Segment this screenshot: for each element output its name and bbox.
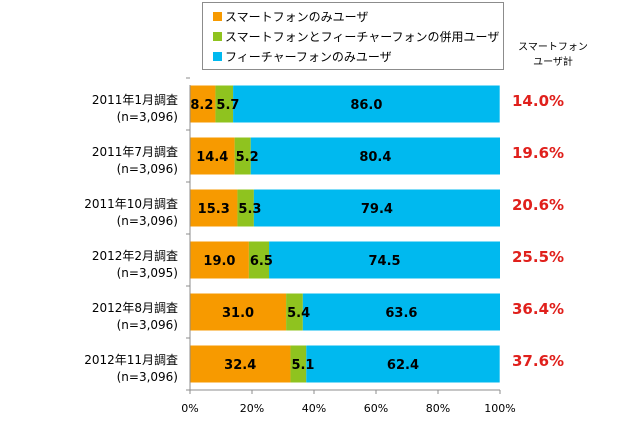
data-label-smartphone-only: 14.4 (196, 150, 228, 165)
legend-item-smartphone-only: スマートフォンのみユーザ (213, 7, 368, 25)
data-label-feature-phone-only: 79.4 (361, 202, 393, 217)
data-label-feature-phone-only: 63.6 (385, 306, 417, 321)
data-label-dual-users: 5.3 (238, 202, 261, 217)
x-tick-label: 40% (302, 402, 326, 415)
x-tick-label: 20% (240, 402, 264, 415)
bar-smartphone-only (190, 137, 235, 175)
bar-feature-phone-only (253, 189, 500, 227)
data-label-dual-users: 5.2 (236, 150, 259, 165)
total-label: 19.6% (512, 144, 565, 162)
bar-dual-users (248, 241, 270, 279)
bar-dual-users (215, 85, 234, 123)
legend-swatch-dual-users (213, 31, 222, 41)
category-name: 2012年11月調査 (84, 353, 178, 367)
bar-dual-users (286, 293, 303, 331)
data-label-dual-users: 5.1 (291, 358, 314, 373)
bar-smartphone-only (190, 345, 291, 383)
legend-label-dual-users: スマートフォンとフィーチャーフォンの併用ユーザ (225, 29, 500, 44)
total-label: 36.4% (512, 300, 565, 318)
category-sample-size: (n=3,095) (116, 266, 178, 280)
bar-smartphone-only (190, 241, 249, 279)
legend-item-dual-users: スマートフォンとフィーチャーフォンの併用ユーザ (213, 27, 499, 45)
x-tick-label: 0% (181, 402, 198, 415)
data-label-feature-phone-only: 80.4 (359, 150, 391, 165)
total-label: 37.6% (512, 352, 565, 370)
legend-swatch-smartphone-only (213, 11, 222, 21)
totals-header: スマートフォン ユーザ計 (512, 40, 594, 70)
bar-dual-users (290, 345, 307, 383)
bar-dual-users (237, 189, 254, 227)
bar-dual-users (234, 137, 251, 175)
data-label-feature-phone-only: 62.4 (387, 358, 419, 373)
totals-header-line-2: ユーザ計 (533, 57, 573, 68)
data-label-dual-users: 5.7 (216, 98, 239, 113)
category-sample-size: (n=3,096) (116, 162, 178, 176)
category-label: 2012年8月調査 (n=3,096) (40, 300, 178, 334)
category-sample-size: (n=3,096) (116, 318, 178, 332)
total-label: 20.6% (512, 196, 565, 214)
legend-label-feature-phone-only: フィーチャーフォンのみユーザ (225, 49, 392, 64)
data-label-smartphone-only: 19.0 (203, 254, 235, 269)
x-tick-label: 60% (364, 402, 388, 415)
bar-feature-phone-only (233, 85, 500, 123)
bar-feature-phone-only (302, 293, 500, 331)
legend: スマートフォンのみユーザ スマートフォンとフィーチャーフォンの併用ユーザ フィー… (202, 2, 504, 70)
bar-smartphone-only (190, 85, 216, 123)
data-label-feature-phone-only: 86.0 (350, 98, 382, 113)
bar-smartphone-only (190, 189, 238, 227)
category-name: 2011年7月調査 (91, 145, 178, 159)
bar-feature-phone-only (250, 137, 500, 175)
data-label-dual-users: 5.4 (287, 306, 310, 321)
x-tick-label: 80% (426, 402, 450, 415)
data-label-feature-phone-only: 74.5 (368, 254, 400, 269)
category-label: 2011年1月調査 (n=3,096) (40, 92, 178, 126)
total-label: 14.0% (512, 92, 565, 110)
totals-header-line-1: スマートフォン (518, 42, 588, 53)
legend-label-smartphone-only: スマートフォンのみユーザ (225, 9, 369, 24)
category-label: 2011年10月調査 (n=3,096) (40, 196, 178, 230)
total-label: 25.5% (512, 248, 565, 266)
x-tick-label: 100% (484, 402, 515, 415)
category-name: 2012年2月調査 (91, 249, 178, 263)
category-label: 2012年2月調査 (n=3,095) (40, 248, 178, 282)
bar-feature-phone-only (306, 345, 500, 383)
bar-smartphone-only (190, 293, 287, 331)
category-name: 2011年1月調査 (91, 93, 178, 107)
data-label-smartphone-only: 31.0 (222, 306, 254, 321)
category-name: 2012年8月調査 (91, 301, 178, 315)
bar-feature-phone-only (269, 241, 500, 279)
category-label: 2011年7月調査 (n=3,096) (40, 144, 178, 178)
data-label-smartphone-only: 8.2 (190, 98, 213, 113)
data-label-dual-users: 6.5 (250, 254, 273, 269)
category-name: 2011年10月調査 (84, 197, 178, 211)
category-sample-size: (n=3,096) (116, 370, 178, 384)
legend-item-feature-phone-only: フィーチャーフォンのみユーザ (213, 47, 392, 65)
data-label-smartphone-only: 15.3 (198, 202, 230, 217)
legend-swatch-feature-phone-only (213, 51, 222, 61)
category-sample-size: (n=3,096) (116, 214, 178, 228)
category-sample-size: (n=3,096) (116, 110, 178, 124)
category-label: 2012年11月調査 (n=3,096) (40, 352, 178, 386)
data-label-smartphone-only: 32.4 (224, 358, 256, 373)
